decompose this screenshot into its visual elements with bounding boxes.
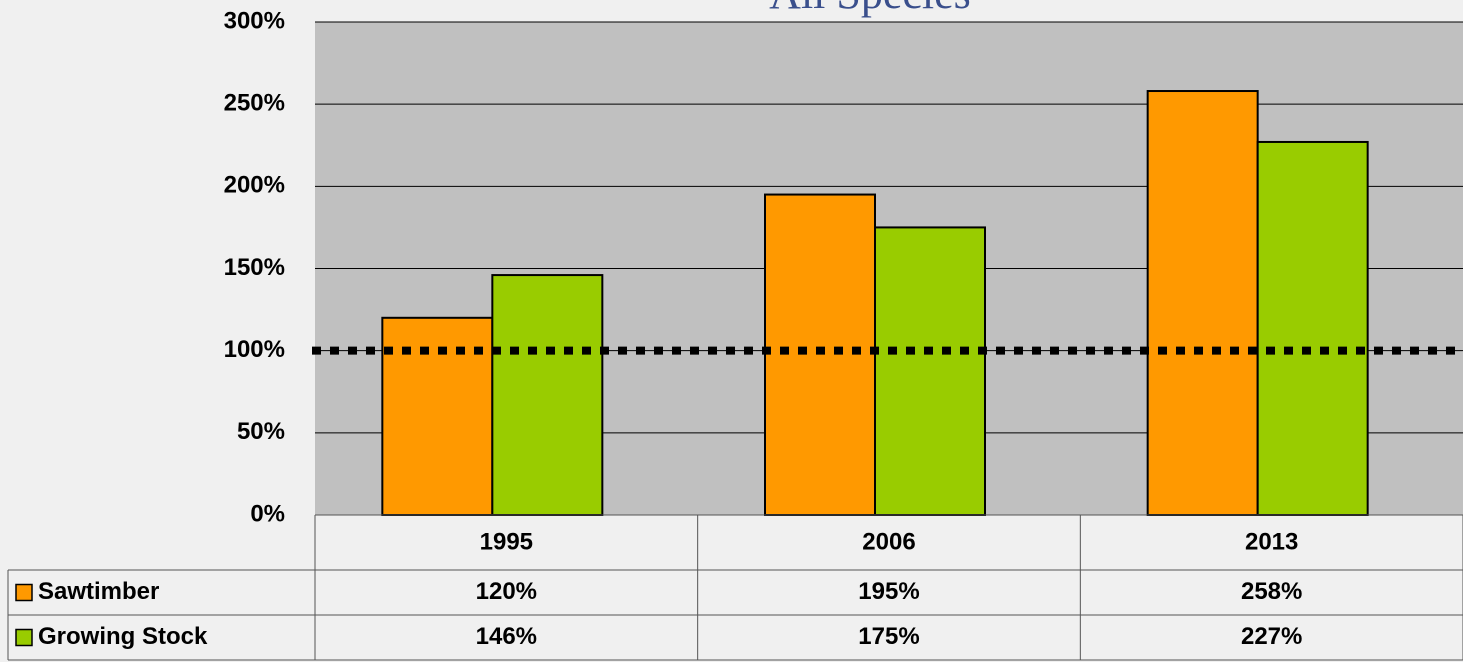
y-tick-label: 100%: [224, 336, 285, 363]
bar: [874, 226, 986, 517]
y-tick-label: 300%: [224, 7, 285, 34]
bar: [1146, 90, 1259, 517]
bar: [1256, 140, 1369, 516]
table-value: 120%: [476, 578, 537, 605]
y-tick-label: 0%: [250, 500, 285, 527]
table-value: 258%: [1241, 578, 1302, 605]
y-tick-label: 200%: [224, 172, 285, 199]
chart-title: All Species: [769, 0, 971, 18]
x-tick-label: 1995: [480, 528, 533, 555]
table-value: 146%: [476, 623, 537, 650]
legend-label: Growing Stock: [38, 623, 208, 650]
x-tick-label: 2006: [862, 528, 915, 555]
y-tick-label: 250%: [224, 90, 285, 117]
table-value: 195%: [858, 578, 919, 605]
legend-swatch: [15, 628, 33, 647]
y-tick-label: 50%: [237, 418, 285, 445]
y-tick-label: 150%: [224, 254, 285, 281]
table-value: 227%: [1241, 623, 1302, 650]
legend-label: Sawtimber: [38, 578, 159, 605]
x-tick-label: 2013: [1245, 528, 1298, 555]
bar: [764, 193, 876, 517]
legend-swatch: [15, 583, 33, 602]
table-value: 175%: [858, 623, 919, 650]
bar: [491, 274, 604, 516]
